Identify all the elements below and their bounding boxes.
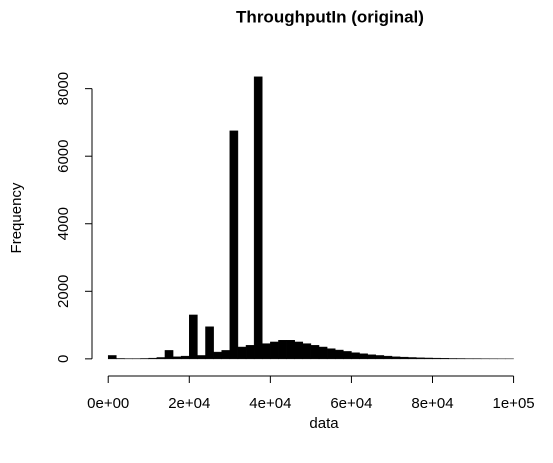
- bar: [206, 327, 214, 359]
- bar: [376, 355, 384, 358]
- bar: [157, 358, 165, 359]
- y-tick-label: 6000: [55, 140, 72, 173]
- x-tick-label: 2e+04: [168, 395, 210, 412]
- bar: [408, 358, 416, 359]
- bar: [287, 340, 295, 359]
- y-axis-label: Frequency: [8, 182, 25, 253]
- chart-title: ThroughputIn (original): [236, 7, 424, 26]
- bar: [173, 357, 181, 359]
- bar: [335, 350, 343, 359]
- bar: [238, 347, 246, 359]
- bar: [319, 347, 327, 359]
- x-tick-label: 0e+00: [87, 395, 129, 412]
- bar: [181, 356, 189, 359]
- x-tick-label: 6e+04: [330, 395, 372, 412]
- bar: [165, 350, 173, 358]
- bar: [149, 358, 157, 359]
- bar: [433, 358, 441, 359]
- y-tick-label: 8000: [55, 72, 72, 105]
- bar: [262, 344, 270, 359]
- y-tick-label: 0: [55, 355, 72, 363]
- bar: [270, 342, 278, 359]
- bar: [254, 77, 262, 359]
- bar: [351, 353, 359, 359]
- bar: [311, 345, 319, 359]
- bar: [360, 354, 368, 359]
- bar: [424, 358, 432, 359]
- bar: [441, 358, 449, 359]
- x-tick-label: 8e+04: [411, 395, 453, 412]
- bar: [368, 355, 376, 359]
- bar: [197, 355, 205, 358]
- bar: [214, 352, 222, 359]
- bar: [189, 315, 197, 359]
- y-tick-label: 4000: [55, 207, 72, 240]
- bar: [295, 342, 303, 359]
- bar: [343, 351, 351, 358]
- bar: [384, 356, 392, 359]
- bar: [416, 358, 424, 359]
- bar: [278, 340, 286, 359]
- x-tick-label: 4e+04: [249, 395, 291, 412]
- bar: [222, 350, 230, 358]
- bar: [246, 345, 254, 359]
- bar: [400, 357, 408, 359]
- bar: [230, 131, 238, 359]
- x-tick-label: 1e+05: [493, 395, 535, 412]
- y-tick-label: 2000: [55, 275, 72, 308]
- bar: [327, 349, 335, 359]
- bar: [392, 357, 400, 359]
- bar: [303, 344, 311, 359]
- bar: [108, 355, 116, 358]
- x-axis-label: data: [309, 415, 339, 432]
